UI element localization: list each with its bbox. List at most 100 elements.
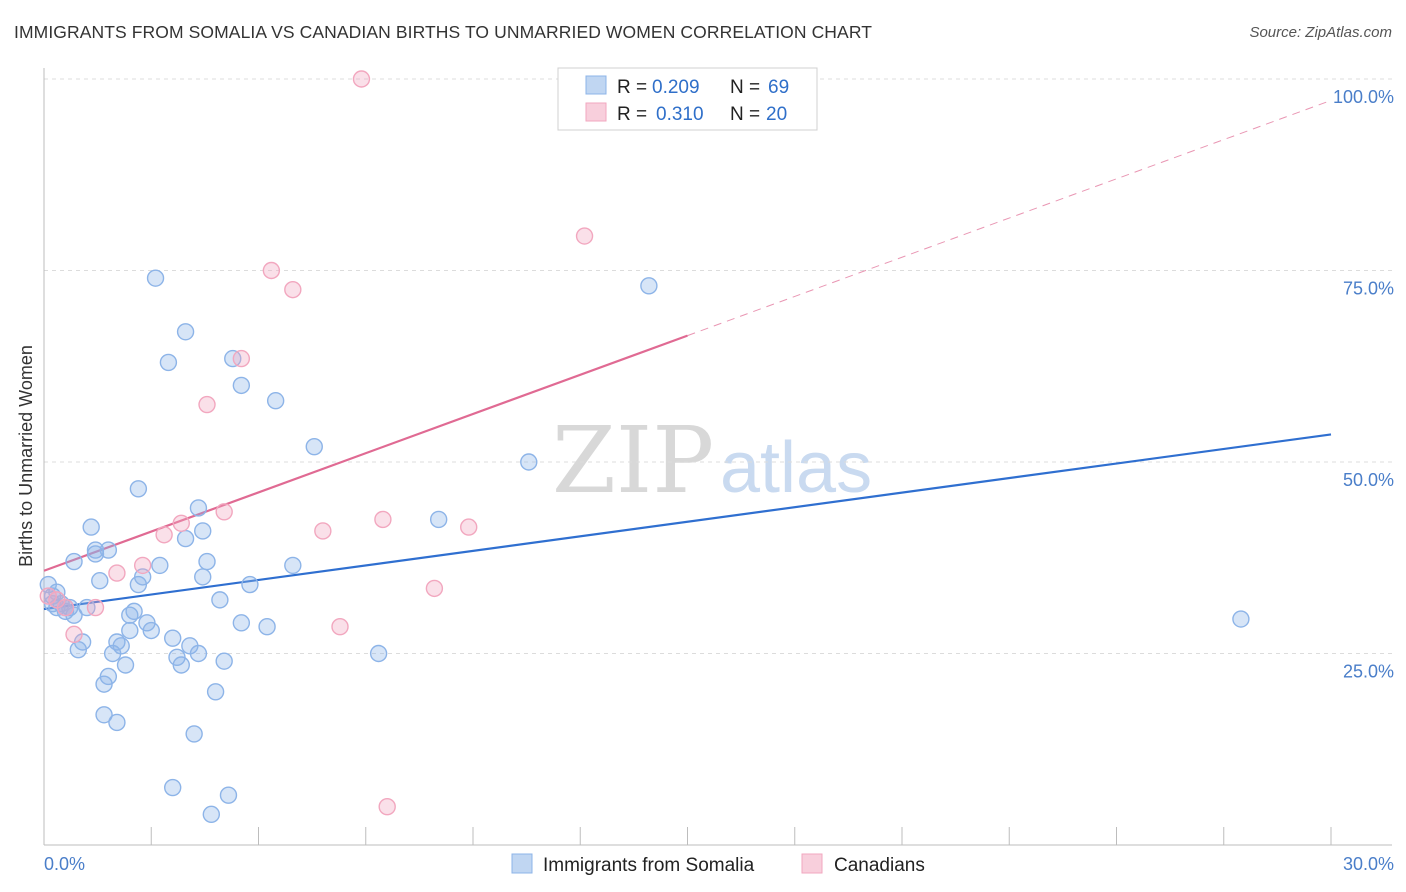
point-somalia-58 xyxy=(258,617,276,636)
legend-r-label-1: R = xyxy=(617,104,647,125)
point-somalia-35 xyxy=(159,353,178,372)
point-somalia-23 xyxy=(112,637,130,655)
point-somalia-66 xyxy=(1232,610,1250,628)
point-somalia-64 xyxy=(520,453,538,471)
trend-line-canadians-extended xyxy=(687,99,1332,337)
legend-swatch-canadians xyxy=(585,102,607,122)
point-somalia-48 xyxy=(198,552,216,571)
point-canadians-18 xyxy=(378,798,396,816)
point-somalia-29 xyxy=(129,480,148,498)
point-somalia-9 xyxy=(65,552,83,571)
point-canadians-20 xyxy=(460,518,478,536)
point-somalia-45 xyxy=(189,499,208,517)
point-somalia-60 xyxy=(284,556,302,575)
point-somalia-27 xyxy=(125,602,143,621)
bottom-legend-swatch-somalia xyxy=(511,853,533,874)
legend-box: R = 0.209 N = 69 R = 0.310 N = 20 xyxy=(557,67,818,131)
point-canadians-0 xyxy=(39,587,57,605)
point-canadians-8 xyxy=(172,514,190,532)
point-canadians-11 xyxy=(232,349,251,368)
point-somalia-14 xyxy=(86,545,105,563)
bottom-legend-swatch-canadians xyxy=(801,853,823,874)
legend-r-value-1: 0.310 xyxy=(656,104,704,125)
point-somalia-53 xyxy=(219,786,238,804)
point-somalia-26 xyxy=(121,621,139,640)
legend-n-label-1: N = xyxy=(730,104,760,125)
point-canadians-10 xyxy=(215,503,233,521)
point-canadians-16 xyxy=(352,70,371,88)
point-somalia-40 xyxy=(176,323,195,341)
gridlines xyxy=(44,78,1392,654)
point-canadians-21 xyxy=(575,227,594,245)
point-somalia-44 xyxy=(189,644,208,663)
point-somalia-36 xyxy=(163,778,182,797)
legend-r-label-0: R = xyxy=(617,77,647,98)
point-somalia-16 xyxy=(91,572,109,590)
legend-n-label-0: N = xyxy=(730,77,760,98)
point-somalia-61 xyxy=(305,437,323,456)
point-somalia-13 xyxy=(82,518,100,536)
point-somalia-63 xyxy=(429,510,448,529)
legend-n-value-1: 20 xyxy=(766,104,787,125)
point-somalia-39 xyxy=(172,656,190,674)
point-somalia-43 xyxy=(185,725,203,743)
point-canadians-3 xyxy=(65,625,83,644)
point-somalia-34 xyxy=(151,556,169,575)
bottom-legend: Immigrants from Somalia Canadians xyxy=(511,853,925,876)
point-somalia-41 xyxy=(176,529,195,548)
point-somalia-65 xyxy=(640,277,658,295)
point-canadians-19 xyxy=(425,579,444,598)
point-canadians-7 xyxy=(155,526,173,544)
point-canadians-15 xyxy=(331,617,349,636)
point-somalia-37 xyxy=(163,629,182,647)
point-canadians-9 xyxy=(198,395,216,414)
point-somalia-52 xyxy=(215,652,233,670)
x-tick-label-max: 30.0% xyxy=(1343,854,1394,874)
point-somalia-19 xyxy=(99,667,118,686)
x-tick-label-min: 0.0% xyxy=(44,854,85,874)
point-somalia-57 xyxy=(241,575,259,594)
point-somalia-15 xyxy=(86,541,105,559)
point-canadians-6 xyxy=(133,556,152,575)
point-somalia-46 xyxy=(194,522,212,540)
y-tick-label-50: 50.0% xyxy=(1343,470,1394,490)
point-canadians-17 xyxy=(374,510,392,529)
point-somalia-24 xyxy=(116,656,135,674)
point-somalia-22 xyxy=(108,713,126,732)
point-somalia-59 xyxy=(266,392,285,410)
watermark-zip: ZIP xyxy=(552,407,714,514)
trend-line-somalia xyxy=(43,433,1332,611)
axes xyxy=(43,68,1392,846)
point-somalia-47 xyxy=(194,568,212,586)
bottom-legend-label-somalia: Immigrants from Somalia xyxy=(543,855,755,876)
point-somalia-17 xyxy=(95,706,113,724)
y-ticks: 25.0% 50.0% 75.0% 100.0% xyxy=(1333,87,1394,682)
point-somalia-68 xyxy=(99,541,118,559)
point-somalia-50 xyxy=(206,683,225,701)
y-axis-label: Births to Unmarried Women xyxy=(16,345,36,567)
point-somalia-62 xyxy=(369,644,388,663)
legend-swatch-somalia xyxy=(585,75,607,95)
watermark-atlas: atlas xyxy=(720,428,872,508)
legend-n-value-0: 69 xyxy=(768,77,789,98)
point-canadians-5 xyxy=(108,564,126,582)
y-tick-label-75: 75.0% xyxy=(1343,279,1394,299)
source-label: Source: ZipAtlas.com xyxy=(1249,24,1392,41)
y-tick-label-25: 25.0% xyxy=(1343,662,1394,682)
point-canadians-12 xyxy=(262,261,281,280)
bottom-legend-label-canadians: Canadians xyxy=(834,855,925,876)
point-canadians-2 xyxy=(56,598,75,617)
point-somalia-33 xyxy=(146,269,165,287)
trend-line-canadians xyxy=(43,334,688,572)
chart-title: IMMIGRANTS FROM SOMALIA VS CANADIAN BIRT… xyxy=(14,22,873,42)
point-somalia-49 xyxy=(202,805,221,824)
y-tick-label-100: 100.0% xyxy=(1333,87,1394,107)
point-canadians-4 xyxy=(86,598,105,617)
point-canadians-14 xyxy=(314,522,332,540)
point-somalia-56 xyxy=(232,614,251,632)
legend-r-value-0: 0.209 xyxy=(652,77,700,98)
trend-lines xyxy=(43,99,1332,611)
point-somalia-55 xyxy=(232,376,251,395)
point-somalia-51 xyxy=(211,591,229,609)
